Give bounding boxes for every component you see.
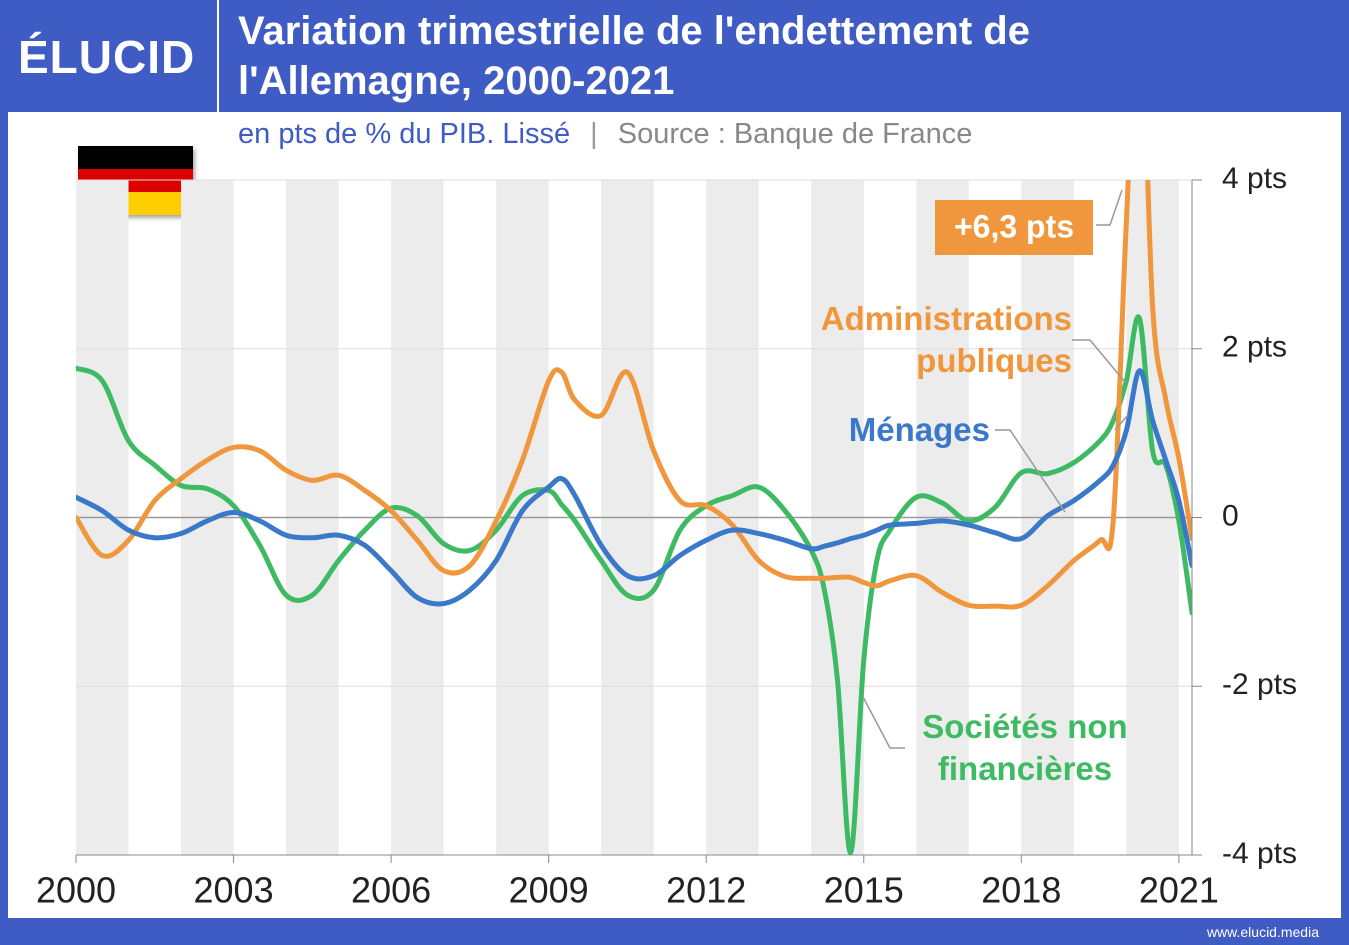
leader (1114, 414, 1129, 431)
annotation: +6,3 pts (954, 208, 1074, 244)
x-tick-label: 2012 (666, 870, 746, 911)
subtitle: en pts de % du PIB. Lissé (238, 118, 571, 150)
x-tick-label: 2003 (194, 870, 274, 911)
series-label: Ménages (848, 411, 990, 448)
annotation-box (935, 200, 1093, 255)
y-tick-label: -4 pts (1222, 837, 1297, 870)
series-line (76, 314, 1192, 855)
series-line (76, 180, 1192, 610)
y-tick-label: 0 (1222, 499, 1239, 532)
series-line (76, 368, 1192, 607)
x-tick-label: 2021 (1139, 870, 1219, 911)
subtitle-line: en pts de % du PIB. Lissé | Source : Ban… (238, 118, 972, 151)
y-tick-label: 4 pts (1222, 162, 1287, 195)
source: Source : Banque de France (617, 118, 973, 150)
separator (217, 0, 219, 112)
footer: www.elucid.media (1206, 924, 1319, 940)
leader (1072, 339, 1126, 383)
x-tick-label: 2009 (509, 870, 589, 911)
leader (1096, 189, 1123, 226)
leader (995, 429, 1066, 513)
brand: ÉLUCID (18, 31, 196, 83)
divider: | (590, 118, 598, 150)
x-tick-label: 2000 (36, 870, 116, 911)
leader (861, 694, 905, 749)
series-label: Sociétés non financières (922, 708, 1128, 787)
chart-title: Variation trimestrielle de l'endettement… (238, 9, 1030, 103)
series-label: Administrations publiques (820, 300, 1072, 379)
x-tick-label: 2015 (824, 870, 904, 911)
y-tick-label: 2 pts (1222, 331, 1287, 364)
x-tick-label: 2006 (351, 870, 431, 911)
y-tick-label: -2 pts (1222, 668, 1297, 701)
x-tick-label: 2018 (981, 870, 1061, 911)
